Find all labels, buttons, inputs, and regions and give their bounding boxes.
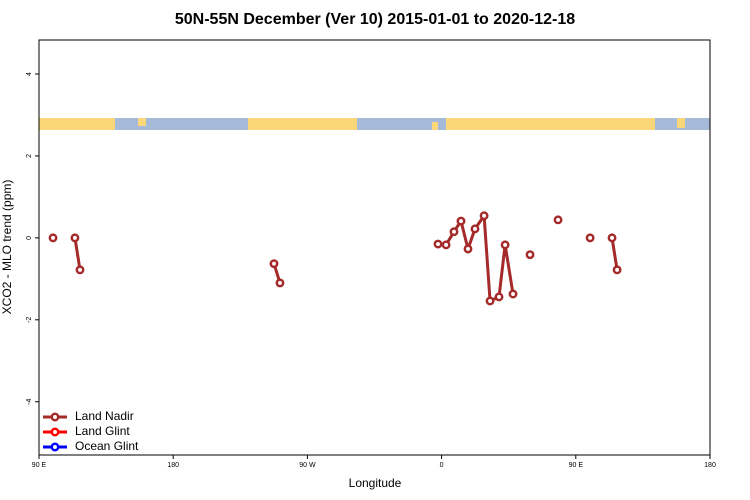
data-point (607, 233, 617, 243)
map-strip (39, 118, 710, 130)
data-point (75, 265, 85, 275)
legend-marker (50, 427, 60, 437)
legend-label: Ocean Glint (75, 439, 139, 453)
data-point (612, 265, 622, 275)
x-tick-label: 90 W (299, 462, 316, 469)
y-tick-label: 2 (26, 154, 33, 158)
data-point (525, 250, 535, 260)
data-point (433, 239, 443, 249)
data-point (275, 278, 285, 288)
plot-frame (38, 39, 711, 456)
data-point (456, 216, 466, 226)
data-point (494, 292, 504, 302)
data-point (463, 244, 473, 254)
x-tick-label: 90 E (569, 462, 584, 469)
data-point (485, 296, 495, 306)
legend-marker (50, 442, 60, 452)
x-tick-label: 180 (704, 462, 716, 469)
data-point (48, 233, 58, 243)
x-tick-label: 0 (440, 462, 444, 469)
data-point (508, 289, 518, 299)
data-point (441, 240, 451, 250)
y-axis-label: XCO2 - MLO trend (ppm) (0, 180, 14, 315)
x-axis-label: Longitude (349, 476, 402, 490)
x-tick-label: 180 (167, 462, 179, 469)
y-tick-label: -4 (26, 399, 33, 405)
data-point (70, 233, 80, 243)
legend-label: Land Glint (75, 424, 130, 438)
data-point (479, 211, 489, 221)
legend-marker (50, 412, 60, 422)
data-point (449, 227, 459, 237)
data-point (470, 224, 480, 234)
data-point (500, 240, 510, 250)
y-tick-label: 0 (26, 236, 33, 240)
y-tick-label: 4 (26, 72, 33, 76)
data-point (553, 215, 563, 225)
legend-label: Land Nadir (75, 409, 134, 423)
data-point (269, 259, 279, 269)
chart-title: 50N-55N December (Ver 10) 2015-01-01 to … (175, 11, 575, 28)
x-tick-label: 90 E (32, 462, 47, 469)
data-point (585, 233, 595, 243)
series-line (73, 237, 82, 271)
series-line (610, 237, 619, 271)
y-tick-label: -2 (26, 317, 33, 323)
